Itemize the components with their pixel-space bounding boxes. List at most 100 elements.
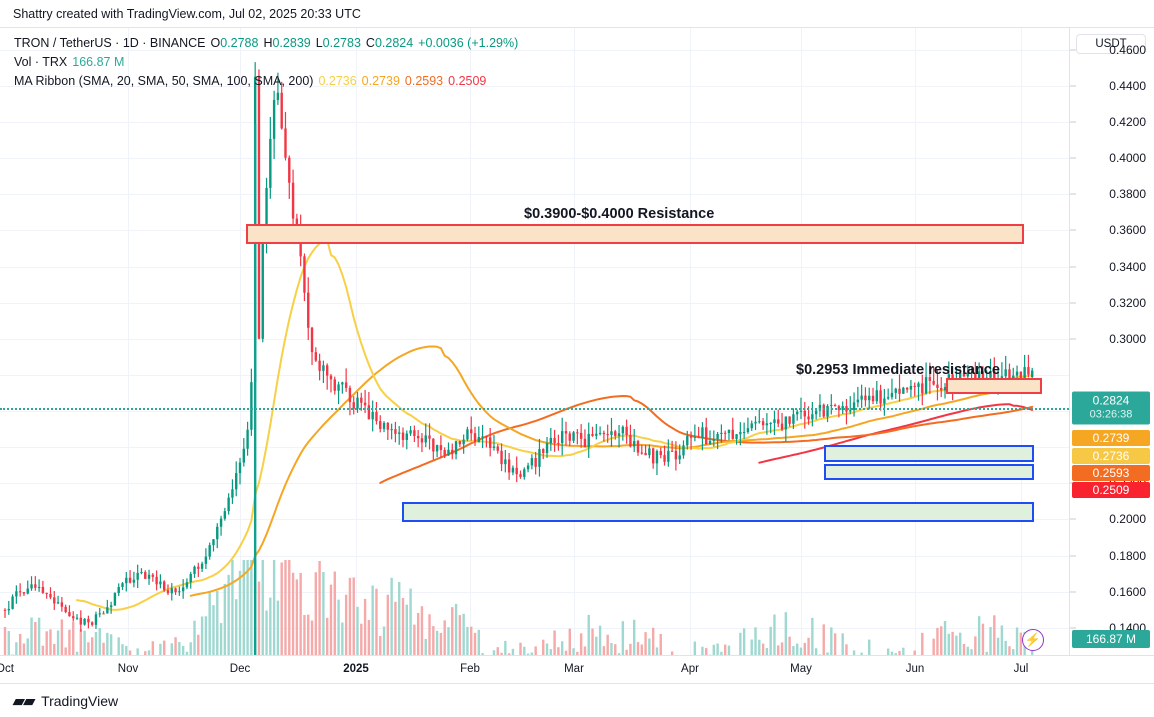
legend-ma20-value: 0.2736 [318, 74, 357, 88]
price-tick-0-4200: 0.4200 [1109, 114, 1146, 129]
price-tick-dash [1070, 591, 1076, 593]
zone-resistance-02953 [946, 378, 1042, 394]
gridline-h [0, 194, 1069, 196]
candlestick-plot [3, 62, 1034, 655]
time-scale[interactable]: Oct Nov Dec 2025 Feb Mar Apr May Jun Jul [0, 655, 1154, 683]
time-tick-dec: Dec [229, 663, 251, 675]
gridline-v [690, 28, 691, 655]
price-tick-dash [1070, 157, 1076, 159]
gridline-h [0, 555, 1069, 557]
price-tag-value: 0.2509 [1092, 483, 1130, 497]
currency-label: USDT [1095, 38, 1127, 50]
legend-volume-label: Vol · TRX [14, 55, 68, 69]
legend-close-label: C [365, 36, 375, 50]
price-tag-value: 0.2739 [1092, 431, 1130, 445]
gridline-h [0, 483, 1069, 485]
legend-low-value: 0.2783 [322, 36, 361, 50]
time-tick-2025: 2025 [343, 663, 369, 675]
annotation-resistance-0390: $0.3900-$0.4000 Resistance [524, 206, 715, 222]
price-tag-0-2739[interactable]: 0.2739 [1072, 430, 1150, 446]
price-tick-0-3800: 0.3800 [1109, 187, 1146, 202]
price-tick-0-3000: 0.3000 [1109, 331, 1146, 346]
price-tick-dash [1070, 518, 1076, 520]
chart-pane[interactable]: $0.3900-$0.4000 Resistance $0.2953 Immed… [0, 28, 1069, 655]
gridline-v [470, 28, 471, 655]
time-tick-nov: Nov [117, 663, 139, 675]
price-tick-0-3400: 0.3400 [1109, 259, 1146, 274]
price-tick-0-4000: 0.4000 [1109, 151, 1146, 166]
gridline-v [128, 28, 129, 655]
gridline-v [574, 28, 575, 655]
gridline-v [915, 28, 916, 655]
annotation-resistance-02953: $0.2953 Immediate resistance [796, 362, 1000, 378]
legend-symbol: TRON / TetherUS · 1D · BINANCE [14, 36, 206, 50]
price-tag-0-2736[interactable]: 0.2736 [1072, 448, 1150, 464]
legend-row-symbol[interactable]: TRON / TetherUS · 1D · BINANCE O 0.2788 H… [14, 34, 518, 53]
time-tick-oct: Oct [0, 663, 14, 675]
price-tick-dash [1070, 121, 1076, 123]
price-tag-0-2824[interactable]: 0.2824 03:26:38 [1072, 391, 1150, 425]
gridline-h [0, 591, 1069, 593]
legend-open-value: 0.2788 [220, 36, 259, 50]
price-tick-dash [1070, 85, 1076, 87]
tradingview-mark-icon: ▰▰ [13, 692, 35, 710]
gridline-h [0, 121, 1069, 123]
time-tick-mar: Mar [564, 663, 584, 675]
price-tick-0-3600: 0.3600 [1109, 223, 1146, 238]
time-tick-feb: Feb [460, 663, 480, 675]
price-tag-value: 0.2593 [1092, 466, 1130, 480]
attribution-text: Shattry created with TradingView.com, Ju… [13, 6, 361, 21]
legend-row-ma-ribbon[interactable]: MA Ribbon (SMA, 20, SMA, 50, SMA, 100, S… [14, 72, 518, 91]
legend-high-label: H [263, 36, 273, 50]
price-tick-dash [1070, 49, 1076, 51]
price-tick-dash [1070, 338, 1076, 340]
gridline-h [0, 338, 1069, 340]
price-tick-dash [1070, 302, 1076, 304]
price-tick-dash [1070, 266, 1076, 267]
tradingview-logo[interactable]: ▰▰ TradingView [13, 692, 118, 710]
time-tick-may: May [790, 663, 812, 675]
gridline-h [0, 411, 1069, 413]
chart-legend: TRON / TetherUS · 1D · BINANCE O 0.2788 H… [14, 34, 518, 91]
price-tick-dash [1070, 229, 1076, 231]
gridline-v [1021, 28, 1022, 655]
price-tick-dash [1070, 555, 1076, 557]
legend-close-value: 0.2824 [374, 36, 414, 50]
price-tick-0-2000: 0.2000 [1109, 512, 1146, 527]
price-tag-value: 0.2824 [1092, 393, 1130, 408]
legend-ma100-value: 0.2593 [404, 74, 444, 88]
price-tick-0-3200: 0.3200 [1109, 295, 1146, 310]
lightning-glyph: ⚡ [1024, 632, 1042, 647]
price-tag-countdown: 03:26:38 [1089, 408, 1133, 421]
legend-high-value: 0.2839 [272, 36, 311, 50]
gridline-h [0, 158, 1069, 160]
time-tick-apr: Apr [681, 663, 699, 675]
gridline-h [0, 447, 1069, 449]
legend-ma200-value: 0.2509 [448, 74, 487, 88]
zone-support-lower [402, 502, 1034, 522]
price-tag-0-2593[interactable]: 0.2593 [1072, 465, 1150, 481]
gridline-h [0, 49, 1069, 51]
legend-volume-value: 166.87 M [72, 55, 125, 69]
zone-support-mid [824, 464, 1034, 480]
price-tick-0-4600: 0.4600 [1109, 42, 1146, 57]
volume-tag: 166.87 M [1072, 630, 1150, 648]
attribution-bar: Shattry created with TradingView.com, Ju… [0, 0, 1154, 28]
gridline-v [240, 28, 241, 655]
lightning-icon[interactable]: ⚡ [1022, 629, 1044, 651]
price-tag-0-2509[interactable]: 0.2509 [1072, 482, 1150, 498]
gridline-h [0, 374, 1069, 376]
price-tick-dash [1070, 627, 1076, 629]
legend-open-label: O [210, 36, 221, 50]
currency-chip[interactable]: USDT [1076, 34, 1146, 54]
price-scale[interactable]: USDT 0.4600 0.4400 0.4200 0.4000 0.3800 0.360… [1069, 28, 1154, 655]
tradingview-brand: TradingView [41, 692, 119, 709]
legend-row-volume[interactable]: Vol · TRX 166.87 M [14, 53, 518, 72]
legend-ma50-value: 0.2739 [361, 74, 400, 88]
gridline-h [0, 627, 1069, 629]
price-tick-dash [1070, 193, 1076, 195]
price-tag-value: 0.2736 [1092, 449, 1130, 463]
legend-change: +0.0036 (+1.29%) [418, 36, 519, 50]
gridline-v [356, 28, 357, 655]
